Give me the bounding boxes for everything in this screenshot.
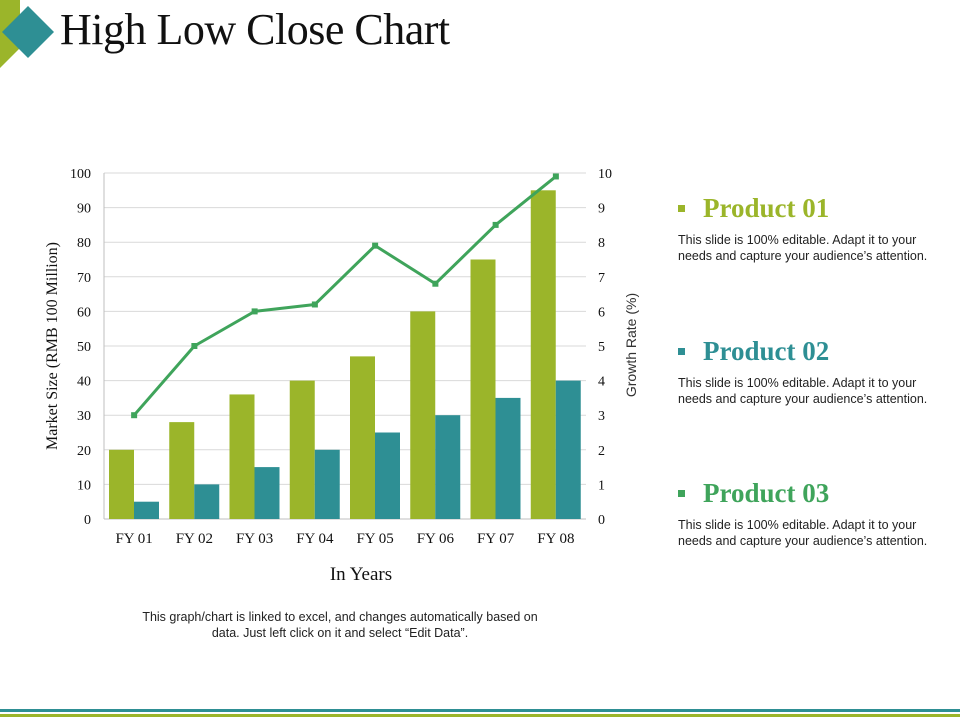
y-tick-label: 20 (77, 444, 91, 459)
legend-item-product-01: Product 01 This slide is 100% editable. … (678, 193, 953, 264)
y-tick-label: 50 (77, 340, 91, 355)
y-right-tick-label: 2 (598, 444, 605, 459)
line-point (311, 301, 318, 308)
y-right-tick-label: 6 (598, 305, 605, 320)
series-line (132, 175, 557, 417)
x-tick-label: FY 01 (115, 531, 152, 547)
line-point (251, 308, 258, 315)
y-tick-label: 60 (77, 305, 91, 320)
footer-divider-teal (0, 709, 960, 712)
y-tick-label: 100 (70, 167, 91, 182)
bar (435, 415, 461, 519)
chart: 0 10 20 30 40 50 60 70 80 90 100 0 1 2 3 4 5 6 7 8 9 10 FY 01 F… (44, 167, 639, 585)
page-title: High Low Close Chart (60, 5, 450, 54)
bar (530, 190, 556, 520)
legend-bullet-icon (678, 348, 685, 355)
legend-title: Product 01 (703, 193, 830, 223)
bar (289, 380, 315, 519)
x-axis-title: In Years (330, 564, 392, 585)
legend-title: Product 03 (703, 478, 830, 508)
legend-bullet-icon (678, 205, 685, 212)
line-point (372, 242, 379, 249)
x-tick-label: FY 08 (537, 531, 574, 547)
line-point (131, 412, 138, 419)
bar (134, 501, 159, 519)
legend-item-product-03: Product 03 This slide is 100% editable. … (678, 478, 953, 549)
y-axis-title: Market Size (RMB 100 Million) (44, 242, 61, 450)
x-tick-label: FY 05 (356, 531, 393, 547)
bar (495, 397, 521, 519)
y-right-tick-label: 0 (598, 513, 605, 528)
legend-description: This slide is 100% editable. Adapt it to… (678, 233, 928, 263)
y-right-axis-title: Growth Rate (%) (623, 293, 639, 397)
legend-bullet-icon (678, 490, 685, 497)
x-tick-label: FY 06 (417, 531, 455, 547)
line-point (432, 280, 439, 287)
y-right-tick-label: 1 (598, 478, 605, 493)
y-tick-label: 90 (77, 202, 91, 217)
bar (555, 380, 581, 519)
x-tick-label: FY 03 (236, 531, 273, 547)
y-right-tick-label: 5 (598, 340, 605, 355)
y-right-tick-label: 4 (598, 375, 605, 390)
bar (109, 449, 134, 519)
y-tick-label: 40 (77, 375, 91, 390)
legend-description: This slide is 100% editable. Adapt it to… (678, 376, 928, 406)
legend-item-product-02: Product 02 This slide is 100% editable. … (678, 336, 953, 407)
x-tick-label: FY 07 (477, 531, 515, 547)
y-tick-label: 80 (77, 236, 91, 251)
y-tick-label: 0 (84, 513, 91, 528)
bar (314, 449, 340, 519)
bar (229, 394, 255, 519)
x-tick-label: FY 04 (296, 531, 334, 547)
bar (375, 432, 400, 519)
bar (410, 311, 436, 519)
chart-note: This graph/chart is linked to excel, and… (142, 610, 538, 640)
line-point (552, 173, 559, 180)
legend-title: Product 02 (703, 336, 830, 366)
bar (254, 467, 280, 519)
legend-description: This slide is 100% editable. Adapt it to… (678, 518, 928, 548)
x-tick-label: FY 02 (176, 531, 213, 547)
line-point (492, 221, 499, 228)
corner-decoration (0, 0, 54, 68)
y-right-tick-label: 8 (598, 236, 605, 251)
bar (470, 259, 496, 519)
y-right-tick-label: 9 (598, 202, 605, 217)
line-point (191, 343, 198, 349)
y-tick-label: 10 (77, 478, 91, 493)
footer-divider-green (0, 714, 960, 717)
bar (169, 422, 195, 519)
y-right-tick-label: 7 (598, 271, 605, 286)
bar (194, 484, 220, 519)
y-right-tick-label: 3 (598, 409, 605, 424)
bar (350, 356, 375, 519)
y-tick-label: 30 (77, 409, 91, 424)
y-tick-label: 70 (77, 271, 91, 286)
y-right-tick-label: 10 (598, 167, 612, 182)
